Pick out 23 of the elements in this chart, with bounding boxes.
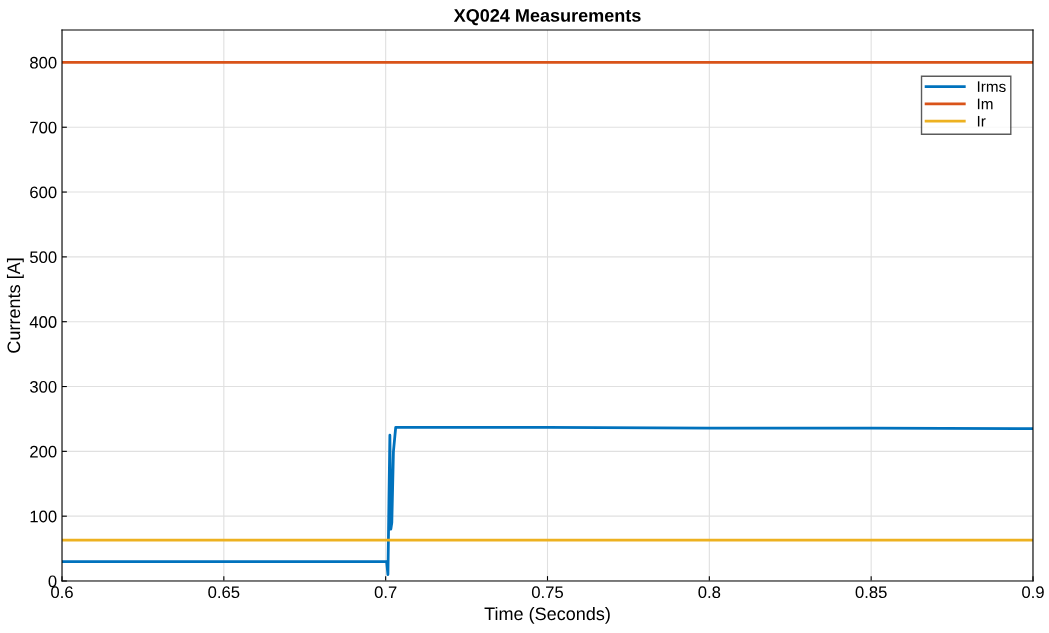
x-tick-label: 0.8 [698, 586, 721, 599]
y-axis-title: Currents [A] [6, 258, 24, 353]
y-tick-label: 700 [30, 121, 57, 134]
x-tick-label: 0.6 [51, 586, 73, 599]
y-tick-label: 200 [30, 445, 57, 458]
y-tick-label: 0 [48, 575, 57, 588]
y-tick-label: 800 [30, 56, 57, 69]
legend-label: Ir [977, 115, 986, 127]
legend-label: Irms [977, 81, 1006, 93]
y-tick-label: 400 [29, 316, 57, 328]
x-tick-label: 0.75 [531, 586, 564, 599]
x-tick-label: 0.7 [374, 586, 397, 599]
x-tick-label: 0.9 [1022, 586, 1044, 599]
chart-title: XQ024 Measurements [453, 9, 641, 26]
y-tick-label: 500 [30, 251, 57, 264]
y-tick-label: 600 [30, 186, 57, 199]
line-series [62, 425, 1033, 576]
legend-label: Im [977, 98, 993, 110]
x-tick-label: 0.65 [208, 586, 240, 599]
x-tick-label: 0.85 [855, 586, 887, 599]
y-tick-label: 100 [30, 510, 57, 523]
y-tick-label: 300 [29, 380, 57, 393]
x-axis-title: Time (Seconds) [484, 606, 610, 624]
